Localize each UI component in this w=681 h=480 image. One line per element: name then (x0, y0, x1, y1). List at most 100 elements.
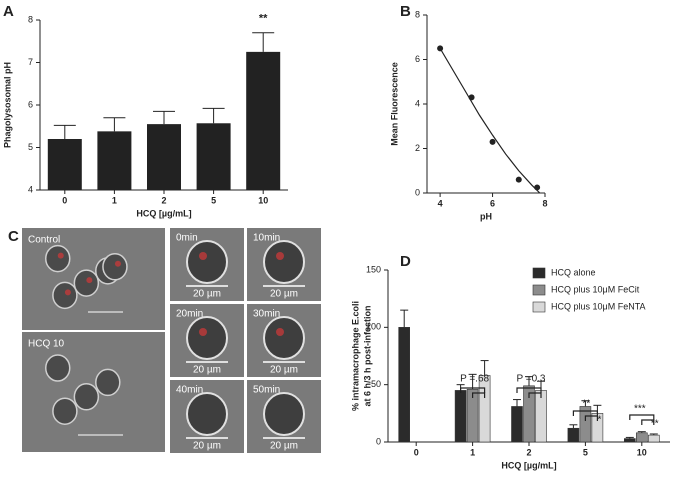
y-tick-label: 6 (28, 99, 33, 109)
stain (57, 252, 64, 259)
x-tick-label: 10 (637, 447, 647, 457)
cell (52, 397, 78, 425)
point (437, 45, 444, 52)
y-axis-label: Mean Fluorescence (389, 62, 399, 146)
y-tick-label: 100 (366, 322, 381, 332)
bar (635, 432, 648, 443)
x-tick-label: 2 (526, 447, 531, 457)
y-axis-label: % intramacrophage E.coli (350, 301, 360, 411)
image-label: Control (28, 235, 60, 246)
stain (199, 328, 207, 336)
cell (186, 392, 228, 436)
stain (114, 260, 121, 267)
annotation: ** (651, 419, 659, 430)
bracket (629, 414, 655, 420)
bar (97, 131, 132, 190)
bar (647, 434, 660, 443)
chart-panel: B 0 2 4 6 8 Mean Fluorescence pH 4 6 8 (389, 3, 547, 221)
y-tick-label: 7 (28, 57, 33, 67)
bar (579, 406, 592, 443)
bar (196, 123, 231, 190)
legend-swatch (532, 284, 546, 296)
y-tick-label: 150 (366, 264, 381, 274)
annotation: * (597, 415, 601, 426)
legend-label: HCQ alone (551, 267, 596, 277)
x-axis-label: pH (480, 211, 492, 221)
x-tick-label: 8 (542, 198, 547, 208)
image-label: 40min (176, 385, 203, 396)
bracket (572, 410, 598, 416)
x-tick-label: 2 (161, 195, 166, 205)
legend-label: HCQ plus 10μM FeNTA (551, 301, 646, 311)
annotation: *** (634, 404, 646, 415)
microscopy-panel: C Control HCQ 10 0min 20 µm 10min 20 µm 20min 2… (8, 228, 321, 453)
y-axis-label: Phagolysosomal pH (2, 62, 12, 148)
cell (186, 316, 228, 360)
x-tick-label: 4 (438, 198, 443, 208)
y-tick-label: 0 (415, 187, 420, 197)
bracket (641, 419, 655, 425)
x-tick-label: 5 (583, 447, 588, 457)
image-label: HCQ 10 (28, 339, 65, 350)
bracket (528, 392, 542, 398)
cell (45, 244, 71, 273)
cell (52, 281, 78, 310)
image-label: 20min (176, 309, 203, 320)
x-tick-label: 1 (470, 447, 475, 457)
y-tick-label: 4 (28, 184, 33, 194)
bracket (516, 387, 542, 393)
point (468, 94, 475, 101)
image-label: 30min (253, 309, 280, 320)
stain (64, 289, 71, 296)
annotation: ** (583, 399, 591, 410)
y-tick-label: 5 (28, 142, 33, 152)
legend-swatch (532, 267, 546, 279)
cell (95, 368, 121, 397)
y-tick-label: 50 (371, 379, 381, 389)
annotation: P =0.3 (516, 374, 545, 385)
point (489, 138, 496, 145)
cell (186, 240, 228, 284)
legend-swatch (532, 301, 546, 313)
bracket (472, 392, 486, 398)
cell (263, 316, 305, 360)
x-tick-label: 0 (62, 195, 67, 205)
scale-label: 20 µm (270, 441, 298, 452)
panel-letter: C (8, 228, 19, 245)
y-tick-label: 4 (415, 98, 420, 108)
cell (73, 383, 100, 411)
bar (478, 375, 491, 443)
bar (623, 438, 636, 443)
scale-label: 20 µm (270, 289, 298, 300)
x-tick-label: 10 (258, 195, 268, 205)
x-tick-label: 6 (490, 198, 495, 208)
panel-letter: B (400, 3, 411, 20)
bar (567, 427, 580, 443)
scale-label: 20 µm (193, 289, 221, 300)
y-tick-label: 0 (376, 436, 381, 446)
scale-label: 20 µm (193, 441, 221, 452)
stain (199, 252, 207, 260)
image-label: 50min (253, 385, 280, 396)
cell (45, 354, 71, 382)
x-tick-label: 5 (211, 195, 216, 205)
y-tick-label: 8 (415, 9, 420, 19)
scale-label: 20 µm (270, 365, 298, 376)
bar (523, 385, 535, 443)
fit-line (439, 48, 541, 194)
point (534, 184, 541, 191)
cell (263, 240, 305, 284)
bar (398, 327, 411, 443)
image-label: 10min (253, 233, 280, 244)
legend-label: HCQ plus 10μM FeCit (551, 284, 640, 294)
y-tick-label: 2 (415, 143, 420, 153)
panel-letter: A (3, 3, 14, 20)
bar (454, 390, 467, 443)
y-tick-label: 8 (28, 14, 33, 24)
bar (47, 139, 82, 190)
x-tick-label: 1 (112, 195, 117, 205)
significance: ** (259, 13, 268, 25)
bar (535, 390, 547, 443)
